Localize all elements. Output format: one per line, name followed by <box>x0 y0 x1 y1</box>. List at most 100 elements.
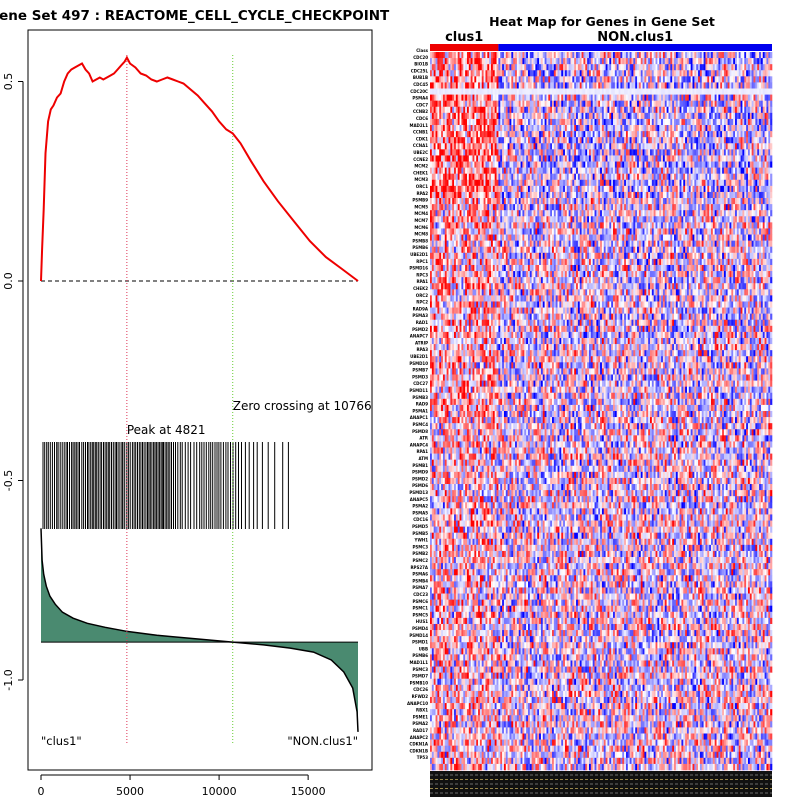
heatmap-cell <box>606 186 608 192</box>
heatmap-cell <box>572 64 574 70</box>
heatmap-cell <box>443 107 445 113</box>
heatmap-cell <box>498 76 500 82</box>
heatmap-cell <box>535 186 537 192</box>
ranked-metric-fill <box>41 528 358 732</box>
heatmap-cell <box>532 204 534 210</box>
heatmap-cell <box>602 131 604 137</box>
heatmap-cell <box>680 107 682 113</box>
heatmap-cell <box>674 168 676 174</box>
heatmap-cell <box>670 64 672 70</box>
heatmap-cell <box>519 70 521 76</box>
heatmap-cell <box>569 64 571 70</box>
heatmap-cell <box>622 89 624 95</box>
heatmap-cell <box>474 89 476 95</box>
heatmap-cell <box>657 174 659 180</box>
heatmap-cell <box>515 168 517 174</box>
heatmap-cell <box>498 113 500 119</box>
heatmap-cell <box>526 149 528 155</box>
heatmap-cell <box>571 149 573 155</box>
heatmap-cell <box>452 143 454 149</box>
heatmap-cell <box>755 149 757 155</box>
heatmap-cell <box>728 143 730 149</box>
heatmap-cell <box>480 143 482 149</box>
heatmap-cell <box>681 149 683 155</box>
heatmap-cell <box>567 82 569 88</box>
heatmap-cell <box>613 107 615 113</box>
heatmap-cell <box>522 198 524 204</box>
heatmap-cell <box>754 143 756 149</box>
heatmap-cell <box>724 82 726 88</box>
heatmap-cell <box>576 107 578 113</box>
heatmap-cell <box>644 119 646 125</box>
heatmap-cell <box>609 174 611 180</box>
heatmap-cell <box>500 70 502 76</box>
heatmap-cell <box>497 186 499 192</box>
heatmap-cell <box>489 76 491 82</box>
heatmap-cell <box>461 70 463 76</box>
heatmap-cell <box>693 137 695 143</box>
heatmap-cell <box>567 168 569 174</box>
heatmap-cell <box>633 125 635 131</box>
heatmap-cell <box>639 58 641 64</box>
heatmap-cell <box>469 107 471 113</box>
heatmap-cell <box>724 137 726 143</box>
gene-label: RAD9 <box>416 402 428 407</box>
heatmap-cell <box>445 180 447 186</box>
heatmap-cell <box>693 180 695 186</box>
heatmap-cell <box>755 58 757 64</box>
heatmap-cell <box>661 149 663 155</box>
heatmap-cell <box>728 95 730 101</box>
heatmap-cell <box>641 180 643 186</box>
heatmap-cell <box>728 125 730 131</box>
heatmap-cell <box>445 198 447 204</box>
heatmap-cell <box>707 82 709 88</box>
heatmap-cell <box>571 113 573 119</box>
heatmap-cell <box>635 101 637 107</box>
heatmap-cell <box>572 204 574 210</box>
heatmap-cell <box>563 107 565 113</box>
heatmap-cell <box>478 143 480 149</box>
heatmap-cell <box>720 125 722 131</box>
heatmap-cell <box>613 64 615 70</box>
heatmap-cell <box>750 89 752 95</box>
heatmap-cell <box>463 143 465 149</box>
heatmap-cell <box>448 137 450 143</box>
heatmap-cell <box>476 155 478 161</box>
heatmap-cell <box>521 70 523 76</box>
heatmap-cell <box>583 125 585 131</box>
heatmap-cell <box>626 131 628 137</box>
heatmap-cell <box>742 89 744 95</box>
heatmap-cell <box>545 131 547 137</box>
gene-label: PSMD7 <box>412 674 428 679</box>
heatmap-cell <box>644 107 646 113</box>
heatmap-cell <box>489 137 491 143</box>
heatmap-cell <box>652 101 654 107</box>
heatmap-cell <box>454 95 456 101</box>
heatmap-cell <box>709 131 711 137</box>
heatmap-cell <box>687 113 689 119</box>
heatmap-cell <box>465 82 467 88</box>
heatmap-cell <box>498 125 500 131</box>
heatmap-cell <box>680 168 682 174</box>
heatmap-cell <box>561 58 563 64</box>
heatmap-cell <box>641 125 643 131</box>
heatmap-cell <box>685 107 687 113</box>
x-tick-label: 15000 <box>291 785 326 798</box>
heatmap-cell <box>432 89 434 95</box>
heatmap-cell <box>729 107 731 113</box>
heatmap-cell <box>596 174 598 180</box>
heatmap-cell <box>707 101 709 107</box>
heatmap-cell <box>458 76 460 82</box>
heatmap-cell <box>528 89 530 95</box>
heatmap-cell <box>656 198 658 204</box>
heatmap-cell <box>759 162 761 168</box>
heatmap-cell <box>619 131 621 137</box>
heatmap-cell <box>489 101 491 107</box>
heatmap-cell <box>535 89 537 95</box>
heatmap-cell <box>657 143 659 149</box>
heatmap-cell <box>748 89 750 95</box>
heatmap-cell <box>617 64 619 70</box>
heatmap-cell <box>737 89 739 95</box>
heatmap-cell <box>434 137 436 143</box>
heatmap-cell <box>670 180 672 186</box>
